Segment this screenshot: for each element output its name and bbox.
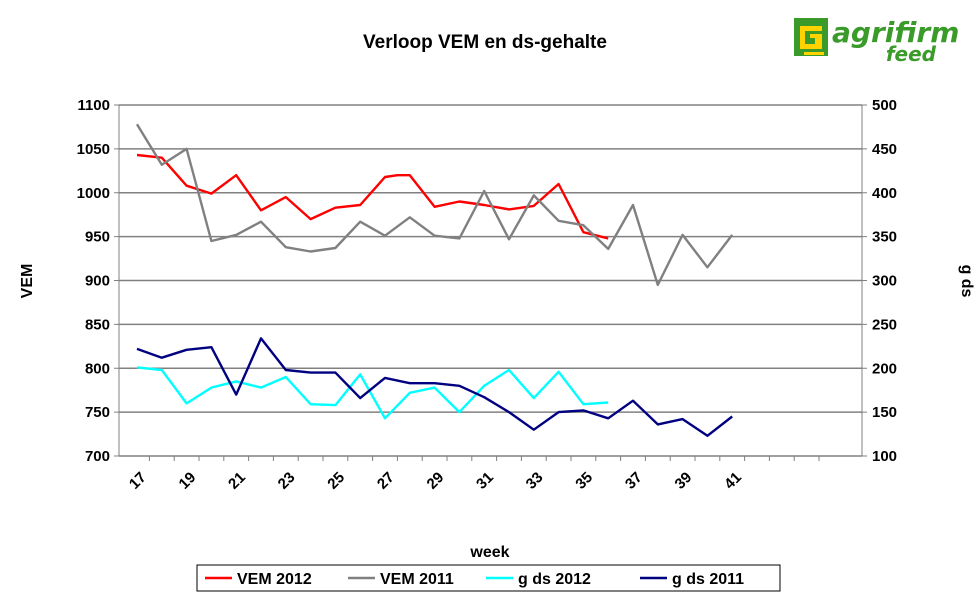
legend: VEM 2012 VEM 2011 g ds 2012 g ds 2011 <box>196 564 781 592</box>
y-tick-label: 700 <box>85 448 110 465</box>
y2-tick-label: 200 <box>872 360 897 377</box>
logo-brand: agrifirm <box>832 16 959 49</box>
y-tick-label: 950 <box>85 229 110 246</box>
x-tick-label: 33 <box>523 469 547 493</box>
series-line-g-ds-2012 <box>136 366 609 420</box>
y2-axis-title: g ds <box>958 265 975 298</box>
y2-tick-label: 250 <box>872 316 897 333</box>
legend-label-vem-2011: VEM 2011 <box>380 571 454 588</box>
x-axis-title: week <box>469 544 509 561</box>
y2-tick-label: 500 <box>872 97 897 114</box>
series-line-vem-2011 <box>135 123 734 287</box>
y2-tick-label: 150 <box>872 404 897 421</box>
x-tick-label: 31 <box>473 469 497 493</box>
agrifirm-logo: agrifirm feed <box>794 16 959 66</box>
y-tick-label: 1050 <box>77 141 110 158</box>
x-tick-label: 41 <box>721 469 745 493</box>
legend-label-vem-2012: VEM 2012 <box>237 571 312 588</box>
y-tick-label: 1100 <box>77 97 110 114</box>
agrifirm-logo-icon <box>794 18 828 56</box>
y-tick-label: 850 <box>85 316 110 333</box>
y-axis-title: VEM <box>19 264 36 299</box>
x-tick-label: 21 <box>225 469 249 493</box>
y2-tick-label: 100 <box>872 448 897 465</box>
y-tick-label: 750 <box>85 404 110 421</box>
gridlines <box>119 104 862 457</box>
y2-tick-label: 450 <box>872 141 897 158</box>
x-tick-label: 27 <box>374 469 398 493</box>
y2-tick-label: 300 <box>872 273 897 290</box>
logo-sub: feed <box>886 42 937 66</box>
x-tick-label: 25 <box>324 469 348 493</box>
y-tick-label: 1000 <box>77 185 110 202</box>
x-tick-label: 29 <box>424 469 448 493</box>
y2-tick-label: 400 <box>872 185 897 202</box>
legend-label-g-ds-2012: g ds 2012 <box>518 571 591 588</box>
x-tick-label: 37 <box>622 469 646 493</box>
x-tick-label: 17 <box>126 469 150 493</box>
legend-label-g-ds-2011: g ds 2011 <box>672 571 744 588</box>
axes: 1100 1050 1000 950 900 850 800 750 700 500 450 400 3… <box>77 97 897 493</box>
y-tick-label: 900 <box>85 273 110 290</box>
y-tick-label: 800 <box>85 360 110 377</box>
y2-tick-label: 350 <box>872 229 897 246</box>
series-lines <box>135 123 734 437</box>
x-tick-label: 19 <box>176 469 200 493</box>
x-tick-label: 35 <box>572 469 596 493</box>
series-line-g-ds-2011 <box>136 337 733 437</box>
x-tick-label: 23 <box>275 469 299 493</box>
series-line-vem-2012 <box>136 153 609 240</box>
x-tick-label: 39 <box>672 469 696 493</box>
chart-title: Verloop VEM en ds-gehalte <box>363 32 607 53</box>
